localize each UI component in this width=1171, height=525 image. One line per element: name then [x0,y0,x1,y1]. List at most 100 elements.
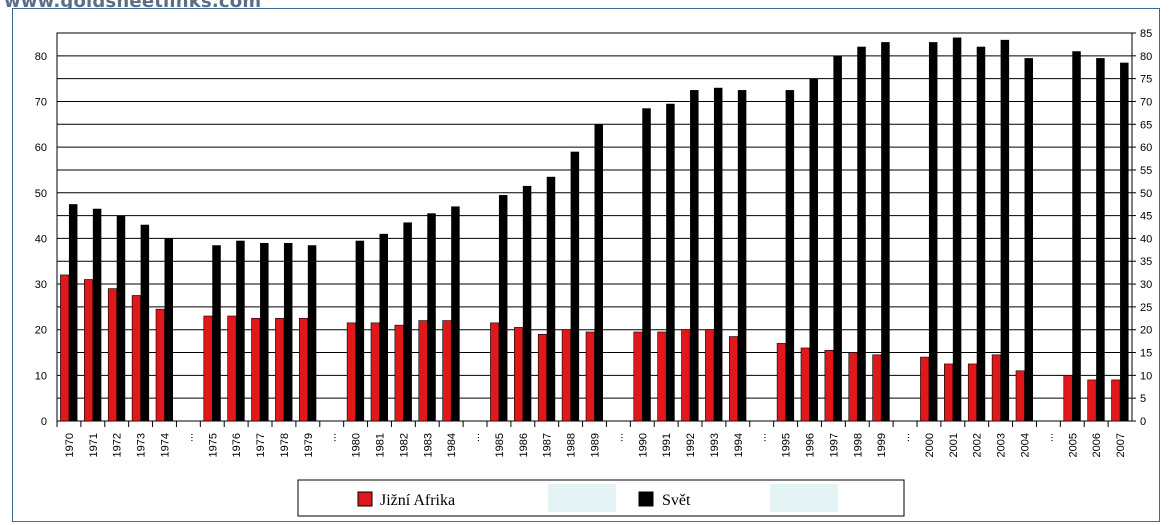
legend-spacer-2 [770,484,838,512]
x-axis-tick-label: 1978 [279,433,291,457]
bar-south-africa [920,356,930,422]
x-axis-tick-label: ... [470,433,482,442]
bar-south-africa [1087,379,1097,422]
bar-world [690,90,699,421]
bar-world [427,213,436,421]
right-axis-tick-label: 45 [1140,211,1152,223]
bar-south-africa [681,329,691,422]
right-axis-tick-label: 30 [1140,279,1152,291]
bar-south-africa [537,333,548,422]
bar-world [283,242,293,421]
bar-world [570,151,580,421]
bar-south-africa [514,327,524,422]
x-axis: 1970 1971 1972 1973 1974... 1975 1976 1977 1978 1… [56,421,1127,457]
bar-world [307,245,317,421]
left-axis-tick-label: 0 [41,416,47,428]
x-axis-tick-label: 1996 [805,433,817,457]
bar-south-africa [824,349,834,422]
right-axis-tick-label: 20 [1140,325,1152,337]
bar-world [116,215,126,421]
x-axis-tick-label: 1989 [590,433,602,457]
bar-world [403,222,412,421]
x-axis-tick-label: 1995 [781,433,793,457]
legend-label-south-africa: Jižní Afrika [380,492,455,509]
x-axis-tick-label: 1984 [446,433,458,457]
x-axis-tick-label: 1973 [136,433,148,457]
bar-south-africa [776,343,786,422]
bar-world [737,90,747,421]
x-axis-tick-label: 1994 [733,433,745,457]
x-axis-tick-label: 1977 [255,433,267,457]
bar-world [785,90,795,421]
x-axis-tick-label: 1999 [876,433,888,457]
bar-south-africa [991,354,1001,422]
bar-south-africa [872,354,882,422]
legend-label-world: Svět [662,492,691,509]
bar-south-africa [1063,375,1073,422]
bar-world [809,78,818,421]
bar-world [140,224,150,421]
bar-world [1072,51,1081,422]
bar-world [522,185,532,421]
bar-world [212,245,221,421]
left-axis-tick-label: 30 [35,279,47,291]
bar-world [928,42,938,421]
bar-south-africa [657,331,667,422]
x-axis-tick-label: ... [183,433,195,442]
x-axis-tick-label: 1986 [518,433,530,457]
x-axis-tick-label: 2000 [924,433,936,457]
bar-world [451,206,460,421]
x-axis-tick-label: 2006 [1091,433,1103,457]
bar-south-africa [370,322,380,422]
legend-swatch-world [638,491,654,507]
x-axis-tick-label: 2001 [948,433,960,457]
bar-world [68,204,78,421]
bar-world [713,87,723,421]
x-axis-tick-label: 1987 [542,433,554,457]
bar-south-africa [346,322,356,422]
bar-south-africa [227,315,237,422]
left-axis-tick-label: 20 [35,325,47,337]
left-axis-tick-label: 80 [35,51,47,63]
bar-world [498,195,508,421]
bar-south-africa [251,317,261,422]
bar-south-africa [394,324,404,422]
x-axis-tick-label: 1988 [566,433,578,457]
x-axis-tick-label: 1972 [112,433,124,457]
x-axis-tick-label: 1979 [303,433,315,457]
bar-south-africa [84,279,94,422]
x-axis-tick-label: 1974 [160,433,172,457]
bar-south-africa [442,320,452,422]
legend: Jižní Afrika Svět [297,479,905,517]
bar-south-africa [633,331,643,422]
bar-world [236,240,245,421]
right-axis-tick-label: 50 [1140,188,1152,200]
x-axis-tick-label: 1983 [422,433,434,457]
right-axis-tick-label: 65 [1140,119,1152,131]
bar-south-africa [944,363,954,422]
left-axis-tick-label: 10 [35,370,47,382]
legend-spacer-1 [548,484,616,512]
bar-world [355,240,365,421]
bar-world [594,124,603,421]
x-axis-tick-label: 1975 [207,433,219,457]
x-axis-tick-label: 1976 [231,433,243,457]
bar-south-africa [490,322,500,422]
right-axis-tick-label: 60 [1140,142,1152,154]
left-axis-tick-label: 60 [35,142,47,154]
x-axis-tick-label: 2005 [1067,433,1079,457]
x-axis-tick-label: 1980 [351,433,363,457]
right-axis-tick-label: 0 [1140,416,1146,428]
x-axis-tick-label: 1998 [852,433,864,457]
x-axis-tick-label: 1997 [828,433,840,457]
bar-world [1096,58,1105,421]
x-axis-tick-label: 1970 [64,433,76,457]
bar-world [379,233,388,421]
left-axis-tick-label: 50 [35,188,47,200]
bars [60,37,1129,422]
right-axis-tick-label: 80 [1140,51,1152,63]
right-axis-tick-label: 85 [1140,28,1152,40]
x-axis-tick-label: ... [1043,433,1055,442]
x-axis-tick-label: ... [900,433,912,442]
x-axis-tick-label: 1985 [494,433,506,457]
